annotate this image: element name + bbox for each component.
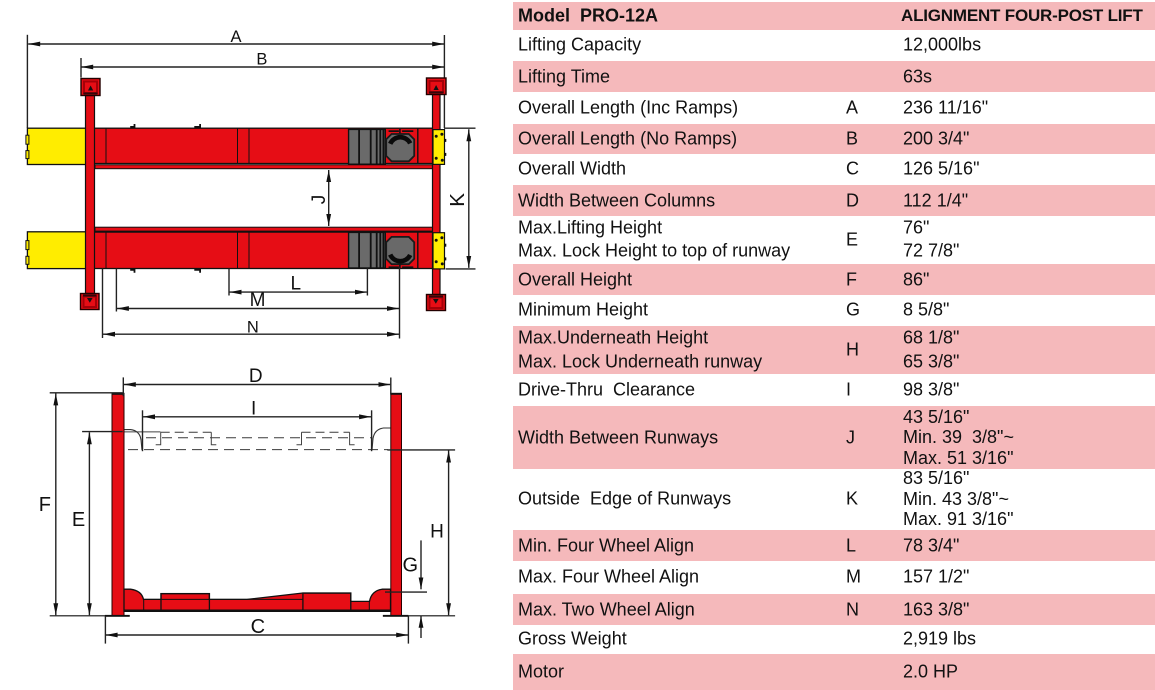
svg-text:G: G <box>403 555 419 577</box>
svg-text:L: L <box>291 274 302 295</box>
svg-text:D: D <box>249 366 263 387</box>
svg-text:J: J <box>309 195 330 205</box>
svg-text:H: H <box>430 521 444 542</box>
svg-text:A: A <box>230 28 241 46</box>
svg-text:K: K <box>446 193 469 207</box>
svg-text:C: C <box>251 616 265 638</box>
svg-text:N: N <box>247 319 259 337</box>
svg-text:M: M <box>250 290 266 311</box>
svg-text:E: E <box>72 509 85 531</box>
svg-text:B: B <box>256 51 267 69</box>
svg-text:I: I <box>251 399 256 420</box>
svg-text:F: F <box>39 494 51 516</box>
